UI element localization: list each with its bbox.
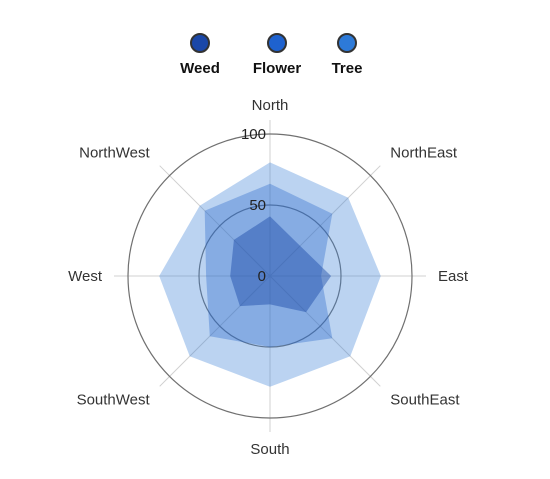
radial-tick-label: 100	[241, 126, 266, 143]
series-area-weed[interactable]	[230, 216, 332, 313]
grid-ring-outer	[127, 133, 413, 419]
legend-marker-icon	[267, 33, 287, 53]
direction-label-south: South	[250, 441, 289, 458]
direction-label-southwest: SouthWest	[77, 391, 151, 408]
series-area-flower[interactable]	[204, 183, 333, 347]
direction-label-north: North	[252, 97, 289, 114]
legend-item-weed[interactable]: Weed	[180, 33, 220, 77]
series-areas	[159, 162, 381, 387]
legend-label: Tree	[332, 60, 363, 77]
spoke-northeast	[269, 165, 381, 277]
direction-label-west: West	[68, 268, 103, 285]
grid-ring-mid	[198, 204, 342, 348]
legend-marker-icon	[190, 33, 210, 53]
direction-label-east: East	[438, 268, 469, 285]
direction-label-northwest: NorthWest	[79, 145, 150, 162]
spoke-southeast	[269, 275, 381, 387]
spoke-northwest	[159, 165, 271, 277]
direction-label-northeast: NorthEast	[390, 145, 458, 162]
legend-label: Flower	[253, 60, 302, 77]
legend-item-flower[interactable]: Flower	[253, 33, 302, 77]
radial-tick-label: 50	[249, 197, 266, 214]
legend-marker-icon	[337, 33, 357, 53]
radial-tick-label: 0	[258, 268, 266, 285]
spoke-southwest	[159, 275, 271, 387]
legend-label: Weed	[180, 60, 220, 77]
legend[interactable]: Weed Flower Tree	[180, 33, 363, 77]
polar-grid	[114, 120, 426, 432]
direction-label-southeast: SouthEast	[390, 391, 460, 408]
legend-item-tree[interactable]: Tree	[332, 33, 363, 77]
axis-labels: 0 50 100 North NorthEast East SouthEast South So…	[68, 97, 469, 458]
series-area-tree[interactable]	[159, 162, 381, 387]
